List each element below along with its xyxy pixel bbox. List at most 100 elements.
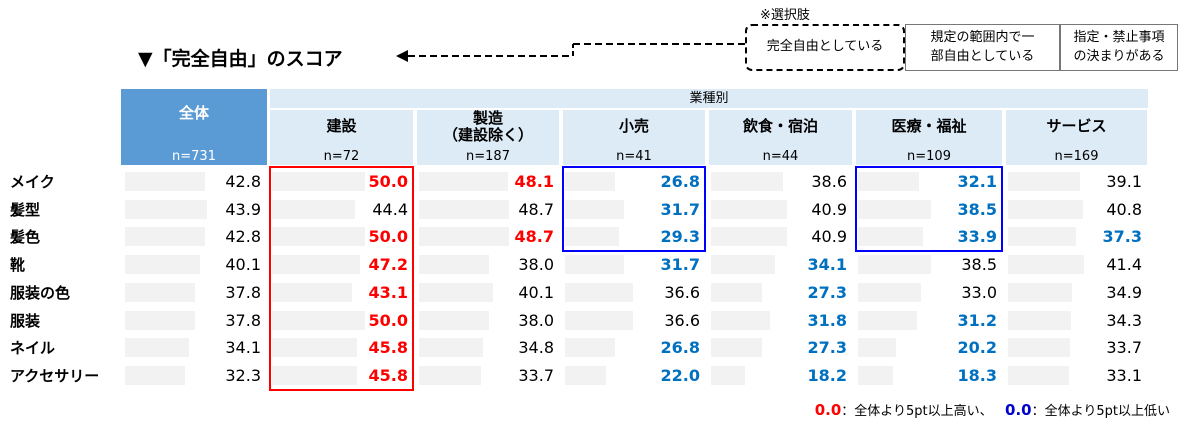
- table-cell: 37.3: [1004, 223, 1148, 250]
- table-cell: 22.0: [561, 362, 706, 389]
- value-bar: [1008, 255, 1084, 275]
- column-n: n=731: [172, 149, 216, 164]
- value-bar: [1008, 282, 1073, 302]
- value-bar: [565, 310, 633, 330]
- table-cell: 34.1: [121, 334, 267, 361]
- table-cell: 37.8: [121, 279, 267, 306]
- value-label: 41.4: [1106, 255, 1142, 275]
- value-label: 48.7: [518, 199, 554, 219]
- chart-title: ▼「完全自由」のスコア: [138, 48, 343, 70]
- value-bar: [419, 199, 510, 219]
- value-bar: [858, 227, 923, 247]
- value-label: 33.0: [961, 282, 997, 302]
- value-bar: [711, 310, 771, 330]
- table-cell: 43.1: [268, 279, 414, 306]
- table-cell: 48.1: [415, 168, 560, 195]
- value-label: 31.8: [807, 310, 847, 330]
- value-bar: [711, 172, 783, 191]
- table-cell: 40.9: [707, 223, 853, 250]
- value-label: 45.8: [368, 365, 408, 385]
- value-label: 48.7: [514, 227, 554, 247]
- value-label: 34.9: [1106, 282, 1142, 302]
- table-cell: 32.3: [121, 362, 267, 389]
- table-cell: 38.6: [707, 168, 853, 195]
- value-bar: [419, 172, 508, 191]
- column-name: 医療・福祉: [891, 117, 967, 135]
- value-bar: [272, 310, 366, 330]
- value-bar: [711, 199, 788, 219]
- value-bar: [565, 282, 633, 302]
- table-cell: 45.8: [268, 334, 414, 361]
- table-cell: 38.0: [415, 251, 560, 278]
- value-label: 42.8: [225, 227, 261, 247]
- legend-low-mark: 0.0: [1005, 401, 1032, 419]
- value-bar: [419, 338, 484, 358]
- table-cell: 27.3: [707, 279, 853, 306]
- column-header: 建設 n=72: [270, 110, 413, 165]
- value-label: 34.3: [1106, 310, 1142, 330]
- value-label: 43.9: [225, 199, 261, 219]
- table-cell: 37.8: [121, 307, 267, 334]
- column-header: 医療・福祉 n=109: [856, 110, 1002, 165]
- value-label: 18.3: [957, 365, 997, 385]
- value-bar: [565, 338, 615, 358]
- table-cell: 18.3: [854, 362, 1003, 389]
- value-label: 40.1: [518, 282, 554, 302]
- table-cell: 20.2: [854, 334, 1003, 361]
- row-label: 靴: [10, 256, 26, 275]
- table-cell: 42.8: [121, 223, 267, 250]
- column-n: n=169: [1054, 149, 1099, 164]
- value-bar: [272, 199, 355, 219]
- value-bar: [858, 282, 921, 302]
- value-bar: [272, 227, 366, 247]
- value-label: 38.5: [957, 199, 997, 219]
- column-name: 製造 （建設除く）: [442, 109, 533, 144]
- value-label: 22.0: [660, 365, 700, 385]
- value-bar: [711, 282, 762, 302]
- value-label: 50.0: [368, 172, 408, 191]
- value-label: 36.6: [664, 310, 700, 330]
- table-cell: 50.0: [268, 168, 414, 195]
- value-bar: [1008, 199, 1083, 219]
- row-label: アクセサリー: [10, 366, 100, 385]
- value-bar: [1008, 310, 1071, 330]
- table-cell: 43.9: [121, 196, 267, 223]
- legend-high-mark: 0.0: [814, 401, 842, 419]
- table-cell: 41.4: [1004, 251, 1148, 278]
- table-cell: 27.3: [707, 334, 853, 361]
- choice-partial-freedom: 規定の範囲内で一 部自由としている: [905, 24, 1060, 71]
- value-label: 33.7: [518, 365, 554, 385]
- value-label: 18.2: [807, 365, 847, 385]
- value-label: 47.2: [368, 255, 408, 275]
- value-bar: [125, 365, 186, 385]
- table-cell: 50.0: [268, 223, 414, 250]
- table-cell: 50.0: [268, 307, 414, 334]
- value-bar: [858, 199, 932, 219]
- table-cell: 33.7: [415, 362, 560, 389]
- value-label: 44.4: [372, 199, 408, 219]
- table-cell: 33.7: [1004, 334, 1148, 361]
- table-cell: 26.8: [561, 168, 706, 195]
- value-label: 43.1: [368, 282, 408, 302]
- value-label: 31.7: [660, 255, 700, 275]
- value-label: 37.8: [225, 310, 261, 330]
- value-bar: [565, 199, 624, 219]
- table-cell: 33.0: [854, 279, 1003, 306]
- value-bar: [858, 365, 893, 385]
- value-label: 38.0: [518, 310, 554, 330]
- legend-low-text: ：全体より5pt以上低い: [1031, 404, 1170, 419]
- value-label: 33.9: [957, 227, 997, 247]
- pointer-arrow: [396, 43, 745, 62]
- value-label: 26.8: [660, 172, 700, 191]
- value-label: 40.1: [225, 255, 261, 275]
- choice-full-freedom: 完全自由としている: [745, 24, 905, 71]
- value-bar: [125, 172, 205, 191]
- table-cell: 32.1: [854, 168, 1003, 195]
- value-label: 39.1: [1106, 172, 1142, 191]
- value-bar: [272, 255, 360, 275]
- table-cell: 31.8: [707, 307, 853, 334]
- value-bar: [272, 338, 358, 358]
- value-label: 38.0: [518, 255, 554, 275]
- value-bar: [565, 172, 615, 191]
- value-label: 34.8: [518, 338, 554, 358]
